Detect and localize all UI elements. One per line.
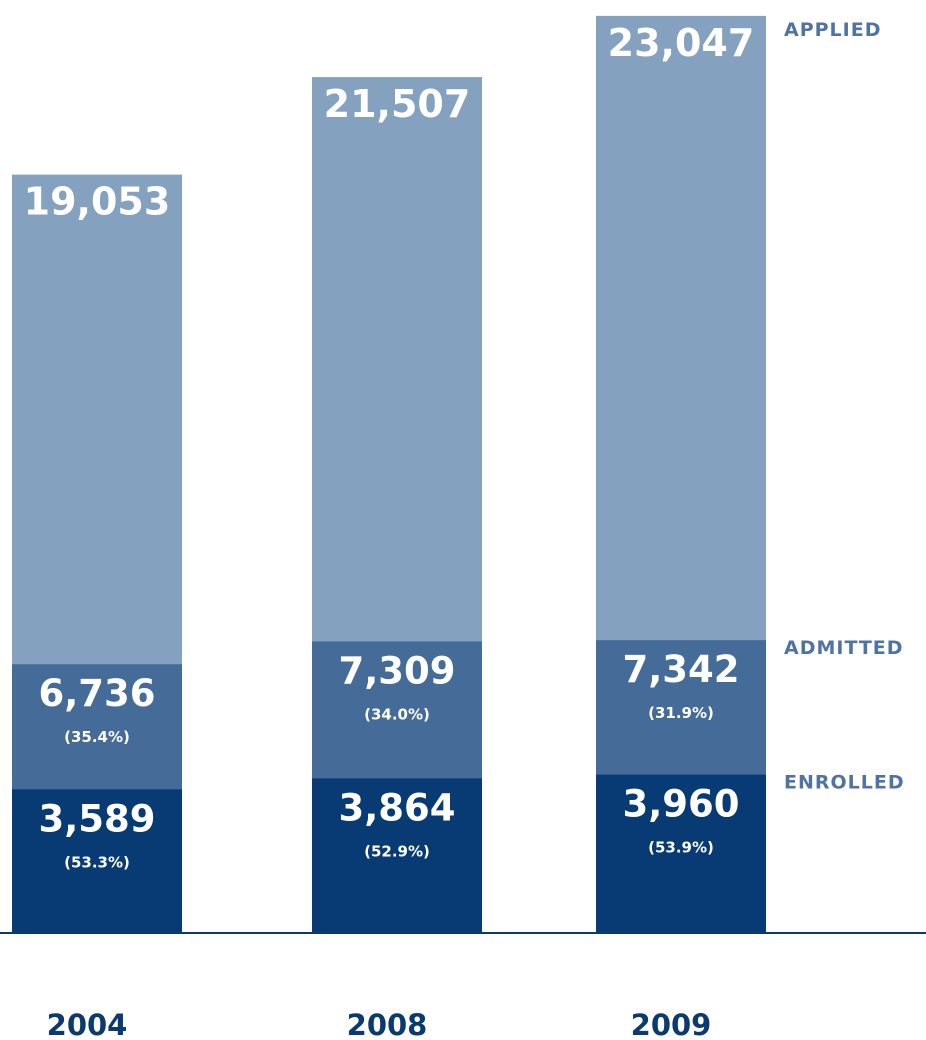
bar-enrolled-2008 — [312, 778, 482, 932]
category-label-2008: 2008 — [347, 1008, 428, 1040]
pct-label-admitted-2008: (34.0%) — [364, 705, 430, 723]
legend-label-applied: APPLIED — [784, 19, 881, 41]
value-label-applied-2009: 23,047 — [608, 21, 755, 65]
legend-label-enrolled: ENROLLED — [784, 772, 905, 794]
bar-enrolled-2009 — [596, 774, 766, 932]
pct-label-admitted-2009: (31.9%) — [648, 704, 714, 722]
pct-label-admitted-2004: (35.4%) — [64, 728, 130, 746]
bars-layer — [12, 15, 766, 933]
value-label-admitted-2009: 7,342 — [622, 648, 739, 691]
legend-label-admitted: ADMITTED — [784, 637, 904, 659]
pct-label-enrolled-2009: (53.9%) — [648, 839, 714, 857]
bar-enrolled-2004 — [12, 789, 182, 932]
labels-layer: 19,053 21,507 23,047 6,736 (35.4%) 7,309 (34.0… — [24, 21, 755, 871]
value-label-admitted-2008: 7,309 — [338, 649, 455, 692]
value-label-enrolled-2004: 3,589 — [38, 797, 155, 840]
value-label-enrolled-2008: 3,864 — [338, 786, 455, 829]
category-labels: 2004 2008 2009 — [47, 1008, 712, 1040]
legend: APPLIED ADMITTED ENROLLED — [784, 19, 905, 794]
pct-label-enrolled-2004: (53.3%) — [64, 853, 130, 871]
value-label-admitted-2004: 6,736 — [38, 672, 155, 715]
value-label-applied-2008: 21,507 — [324, 82, 471, 126]
category-label-2009: 2009 — [631, 1008, 712, 1040]
value-label-enrolled-2009: 3,960 — [622, 783, 739, 826]
pct-label-enrolled-2008: (52.9%) — [364, 842, 430, 860]
category-label-2004: 2004 — [47, 1008, 128, 1040]
value-label-applied-2004: 19,053 — [24, 180, 171, 224]
